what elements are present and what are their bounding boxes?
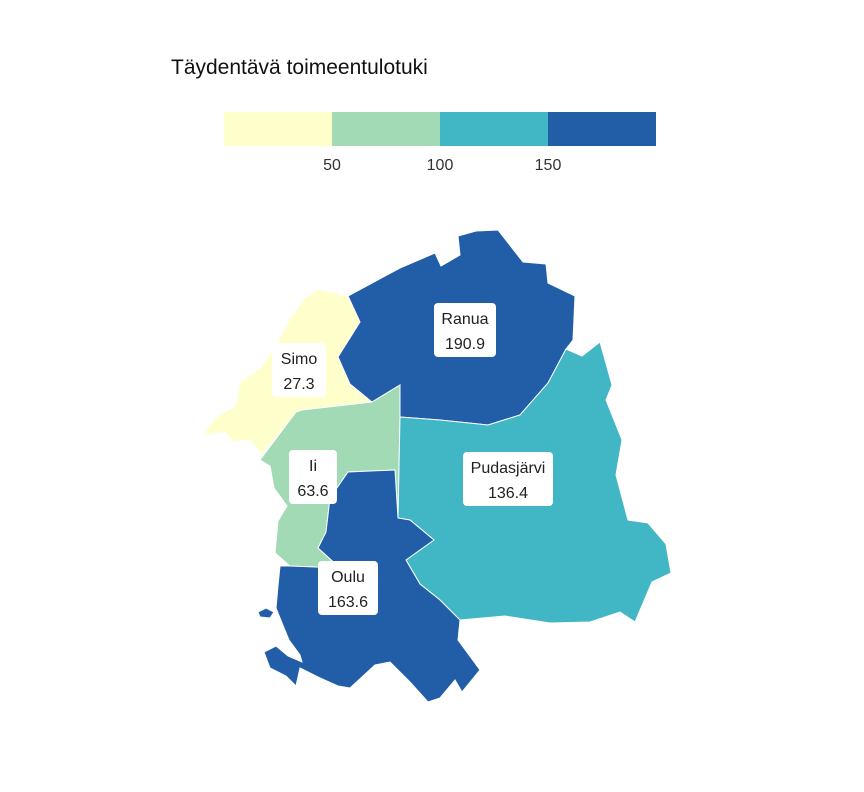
label-ranua-value: 190.9 <box>445 336 485 353</box>
legend-bin-2 <box>332 112 440 146</box>
region-oulu-island[interactable] <box>257 607 275 619</box>
legend-colorbar <box>224 112 656 146</box>
legend-bin-4 <box>548 112 656 146</box>
legend-bin-3 <box>440 112 548 146</box>
legend-bin-1 <box>224 112 332 146</box>
label-pudasjarvi-name: Pudasjärvi <box>471 460 546 477</box>
label-ranua: Ranua 190.9 <box>434 303 496 357</box>
label-ii-name: Ii <box>309 458 317 475</box>
legend-title: Täydentävä toimeentulotuki <box>171 56 428 79</box>
label-simo: Simo 27.3 <box>272 343 326 397</box>
legend-ticks: 50 100 150 <box>323 157 561 174</box>
label-simo-value: 27.3 <box>283 376 314 393</box>
label-ranua-name: Ranua <box>441 311 488 328</box>
label-simo-name: Simo <box>281 351 318 368</box>
label-pudasjarvi: Pudasjärvi 136.4 <box>463 452 553 506</box>
legend-tick-150: 150 <box>535 157 562 174</box>
label-oulu-value: 163.6 <box>328 594 368 611</box>
label-oulu-name: Oulu <box>331 569 365 586</box>
legend-tick-100: 100 <box>427 157 454 174</box>
label-ii-value: 63.6 <box>297 483 328 500</box>
label-pudasjarvi-value: 136.4 <box>488 485 528 502</box>
label-ii: Ii 63.6 <box>289 450 337 504</box>
label-oulu: Oulu 163.6 <box>318 561 378 615</box>
legend-tick-50: 50 <box>323 157 341 174</box>
